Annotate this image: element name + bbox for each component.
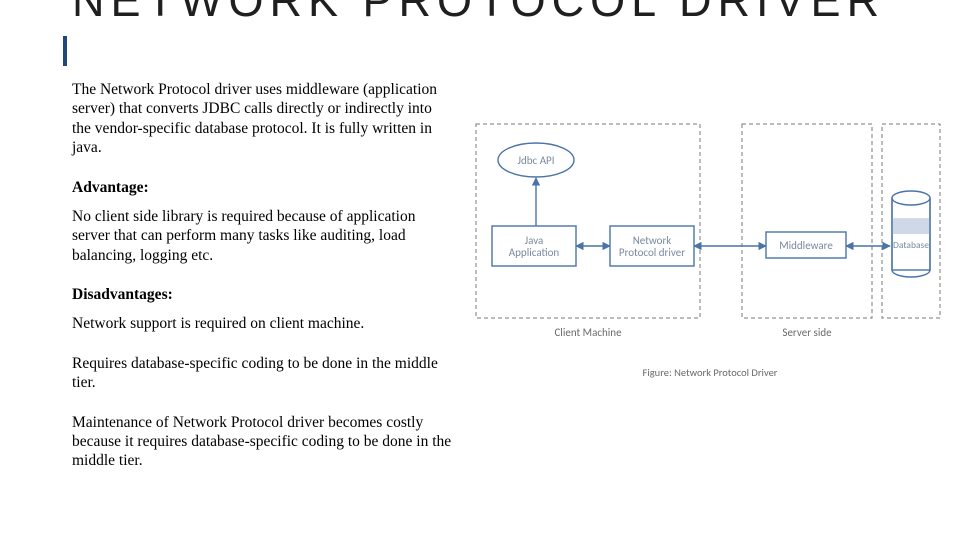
architecture-diagram: Client MachineServer sideJdbc APIJavaApp… bbox=[470, 116, 950, 396]
group-server bbox=[742, 124, 872, 318]
intro-paragraph: The Network Protocol driver uses middlew… bbox=[72, 80, 452, 158]
node-db-band bbox=[892, 218, 930, 234]
advantage-text: No client side library is required becau… bbox=[72, 207, 452, 265]
node-db-bottom bbox=[892, 270, 930, 277]
node-label-java-1: Application bbox=[509, 246, 560, 259]
title-block: NETWORK PROTOCOL DRIVER bbox=[72, 0, 885, 24]
diagram-svg: Client MachineServer sideJdbc APIJavaApp… bbox=[470, 116, 950, 396]
disadvantage-3: Maintenance of Network Protocol driver b… bbox=[72, 413, 452, 471]
node-label-jdbc: Jdbc API bbox=[517, 154, 554, 167]
group-label-client: Client Machine bbox=[554, 326, 622, 339]
title-accent-bar bbox=[63, 36, 67, 66]
diagram-caption: Figure: Network Protocol Driver bbox=[643, 366, 778, 379]
advantage-heading: Advantage: bbox=[72, 178, 452, 197]
node-db-top bbox=[892, 191, 930, 205]
node-label-mw-0: Middleware bbox=[779, 239, 833, 252]
disadvantage-2: Requires database-specific coding to be … bbox=[72, 354, 452, 393]
disadvantage-1: Network support is required on client ma… bbox=[72, 314, 452, 333]
page-title: NETWORK PROTOCOL DRIVER bbox=[72, 0, 885, 24]
group-label-server: Server side bbox=[782, 326, 832, 339]
disadvantage-heading: Disadvantages: bbox=[72, 285, 452, 304]
node-label-db: Database bbox=[893, 239, 929, 251]
node-label-npd-1: Protocol driver bbox=[619, 246, 685, 259]
text-column: The Network Protocol driver uses middlew… bbox=[72, 80, 452, 491]
